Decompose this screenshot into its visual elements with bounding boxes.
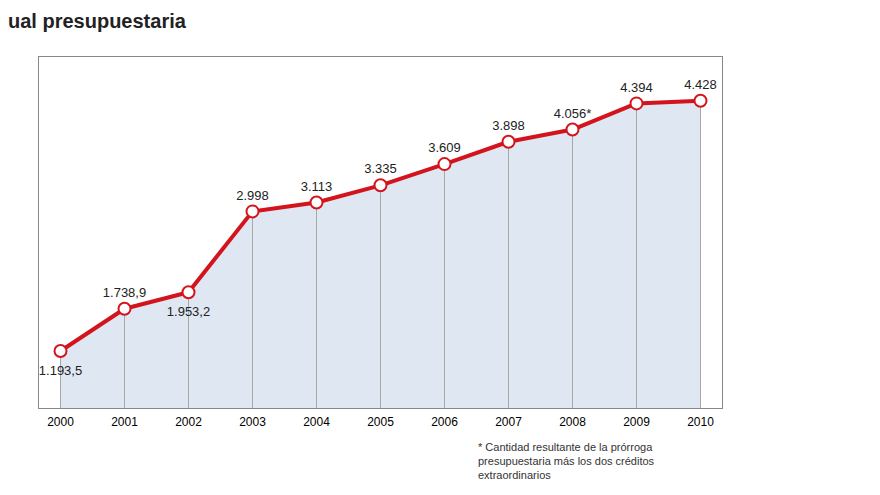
- svg-text:2000: 2000: [47, 415, 74, 429]
- html-text:* Cantidad resultante de la pr: * Cantidad resultante de la prórroga pre…: [478, 441, 655, 481]
- svg-text:1.738,9: 1.738,9: [103, 285, 146, 300]
- svg-text:3.898: 3.898: [492, 118, 525, 133]
- svg-text:4.428: 4.428: [684, 77, 717, 92]
- svg-text:3.609: 3.609: [428, 140, 461, 155]
- svg-text:2001: 2001: [111, 415, 138, 429]
- svg-text:4.394: 4.394: [620, 80, 653, 95]
- svg-text:2007: 2007: [495, 415, 522, 429]
- svg-text:2005: 2005: [367, 415, 394, 429]
- svg-text:4.056*: 4.056*: [554, 106, 592, 121]
- svg-text:2006: 2006: [431, 415, 458, 429]
- svg-text:1.953,2: 1.953,2: [167, 304, 210, 319]
- svg-text:3.335: 3.335: [364, 161, 397, 176]
- html-text:ual presupuestaria: ual presupuestaria: [8, 10, 186, 32]
- svg-text:2008: 2008: [559, 415, 586, 429]
- svg-text:2003: 2003: [239, 415, 266, 429]
- svg-text:2004: 2004: [303, 415, 330, 429]
- svg-text:1.193,5: 1.193,5: [39, 363, 82, 378]
- svg-text:2.998: 2.998: [236, 188, 269, 203]
- svg-text:2010: 2010: [687, 415, 714, 429]
- svg-text:3.113: 3.113: [301, 179, 333, 194]
- svg-text:2009: 2009: [623, 415, 650, 429]
- svg-text:2002: 2002: [175, 415, 202, 429]
